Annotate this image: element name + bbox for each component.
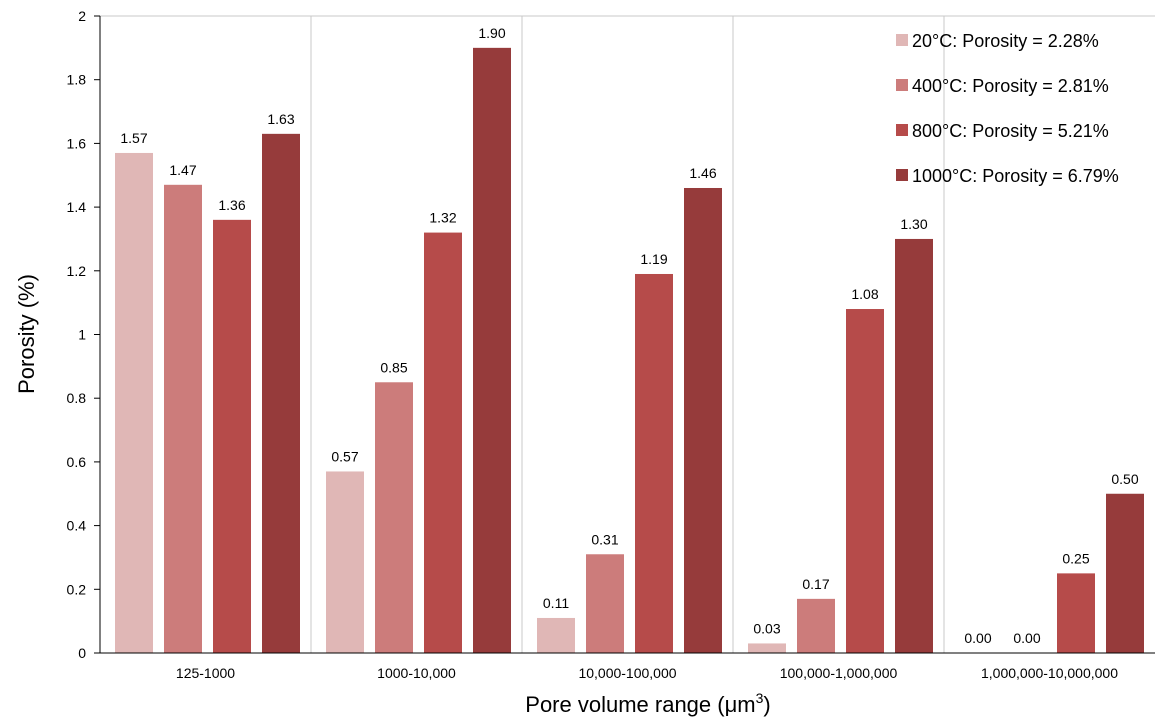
x-tick-label: 10,000-100,000 xyxy=(578,665,676,681)
legend-label: 20°C: Porosity = 2.28% xyxy=(912,31,1099,51)
y-tick-label: 0.2 xyxy=(67,581,87,597)
data-labels-layer: 1.57 0.57 0.11 0.03 0.00 1.47 0.85 0.31 0.17 0.00… xyxy=(120,25,1138,646)
data-label: 0.00 xyxy=(1013,630,1040,646)
bar xyxy=(326,471,364,653)
x-tick-label: 1000-10,000 xyxy=(377,665,456,681)
x-tick-label: 100,000-1,000,000 xyxy=(780,665,898,681)
x-tick-label: 1,000,000-10,000,000 xyxy=(981,665,1118,681)
bar xyxy=(797,598,835,653)
data-label: 0.50 xyxy=(1111,471,1138,487)
data-label: 0.11 xyxy=(543,595,569,611)
y-tick-label: 1 xyxy=(78,327,86,343)
legend-label: 1000°C: Porosity = 6.79% xyxy=(912,166,1119,186)
data-label: 1.57 xyxy=(120,130,147,146)
bar xyxy=(213,219,251,653)
bar xyxy=(1057,573,1095,653)
x-tick-label: 125-1000 xyxy=(176,665,235,681)
y-tick-label: 0.4 xyxy=(67,518,87,534)
data-label: 1.63 xyxy=(267,111,294,127)
y-tick-label: 0 xyxy=(78,645,86,661)
data-label: 0.57 xyxy=(331,448,358,464)
legend-label: 400°C: Porosity = 2.81% xyxy=(912,76,1109,96)
data-label: 1.19 xyxy=(640,251,667,267)
bars-layer xyxy=(115,47,1144,654)
data-label: 1.46 xyxy=(689,165,716,181)
bar xyxy=(846,309,884,653)
legend: 20°C: Porosity = 2.28% 400°C: Porosity = … xyxy=(896,31,1119,186)
legend-swatch xyxy=(896,124,908,136)
x-axis-ticks: 125-1000 1000-10,000 10,000-100,000 100,000… xyxy=(176,665,1118,681)
y-tick-label: 0.8 xyxy=(67,390,87,406)
data-label: 1.32 xyxy=(429,210,456,226)
bar xyxy=(424,232,462,653)
bar xyxy=(1106,493,1144,653)
y-tick-label: 1.4 xyxy=(67,199,87,215)
data-label: 1.08 xyxy=(851,286,878,302)
data-label: 0.00 xyxy=(964,630,991,646)
bar xyxy=(473,47,511,654)
bar xyxy=(375,382,413,653)
bar xyxy=(164,184,202,653)
y-axis-ticks: 0 0.2 0.4 0.6 0.8 1 1.2 1.4 1.6 1.8 2 xyxy=(67,8,100,661)
data-label: 0.25 xyxy=(1062,550,1089,566)
y-tick-label: 1.8 xyxy=(67,72,87,88)
legend-swatch xyxy=(896,34,908,46)
y-tick-label: 1.6 xyxy=(67,135,87,151)
legend-swatch xyxy=(896,169,908,181)
data-label: 0.17 xyxy=(802,576,829,592)
data-label: 1.90 xyxy=(478,25,505,41)
y-tick-label: 1.2 xyxy=(67,263,87,279)
x-axis-title-superscript: 3 xyxy=(756,690,764,706)
bar xyxy=(684,187,722,654)
bar xyxy=(895,238,933,653)
data-label: 1.36 xyxy=(218,197,245,213)
y-tick-label: 0.6 xyxy=(67,454,87,470)
bar xyxy=(537,617,575,653)
y-axis-title: Porosity (%) xyxy=(14,274,39,394)
data-label: 1.30 xyxy=(900,216,927,232)
data-label: 1.47 xyxy=(169,162,196,178)
legend-swatch xyxy=(896,79,908,91)
data-label: 0.31 xyxy=(591,531,618,547)
y-tick-label: 2 xyxy=(78,8,86,24)
x-axis-title: Pore volume range (μm3) xyxy=(525,690,770,717)
bar xyxy=(748,643,786,653)
bar xyxy=(262,133,300,654)
bar xyxy=(635,273,673,653)
data-label: 0.03 xyxy=(753,620,780,636)
category-separators xyxy=(100,15,1155,653)
data-label: 0.85 xyxy=(380,359,407,375)
bar xyxy=(115,152,153,653)
bar xyxy=(586,554,624,653)
legend-label: 800°C: Porosity = 5.21% xyxy=(912,121,1109,141)
